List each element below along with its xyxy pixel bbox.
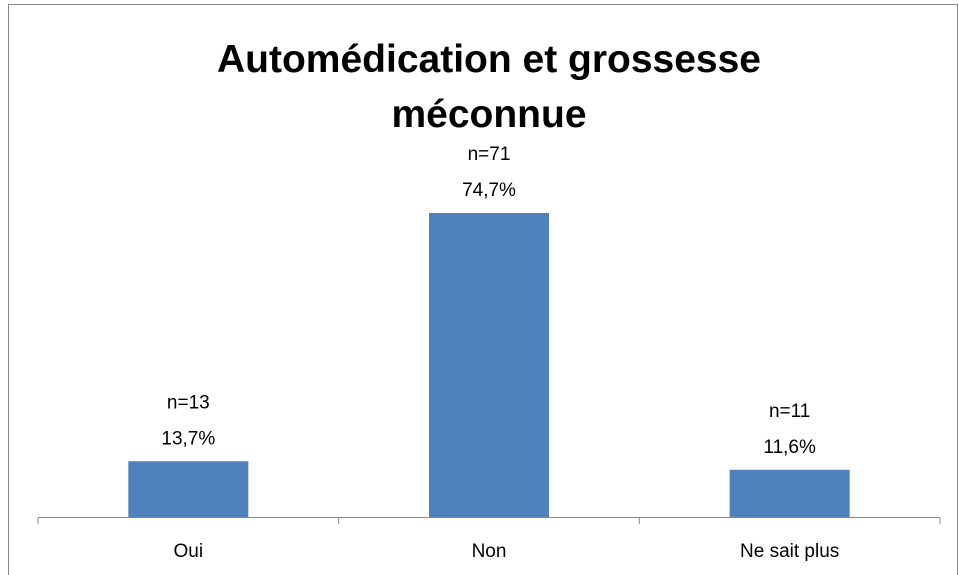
value-label: 13,7% [161,428,215,449]
chart-border [8,4,958,575]
count-label: n=13 [167,392,210,413]
bar [729,469,850,517]
bar [429,213,549,517]
count-label: n=11 [769,401,810,422]
x-tick-label: Non [472,541,507,562]
chart-title: Automédication et grossesse méconnue [217,38,761,136]
x-tick-label: Ne sait plus [740,541,839,562]
count-label: n=71 [468,144,511,165]
bar [128,461,249,517]
value-label: 74,7% [462,180,516,201]
value-label: 11,6% [763,437,816,458]
x-tick-label: Oui [174,541,204,562]
